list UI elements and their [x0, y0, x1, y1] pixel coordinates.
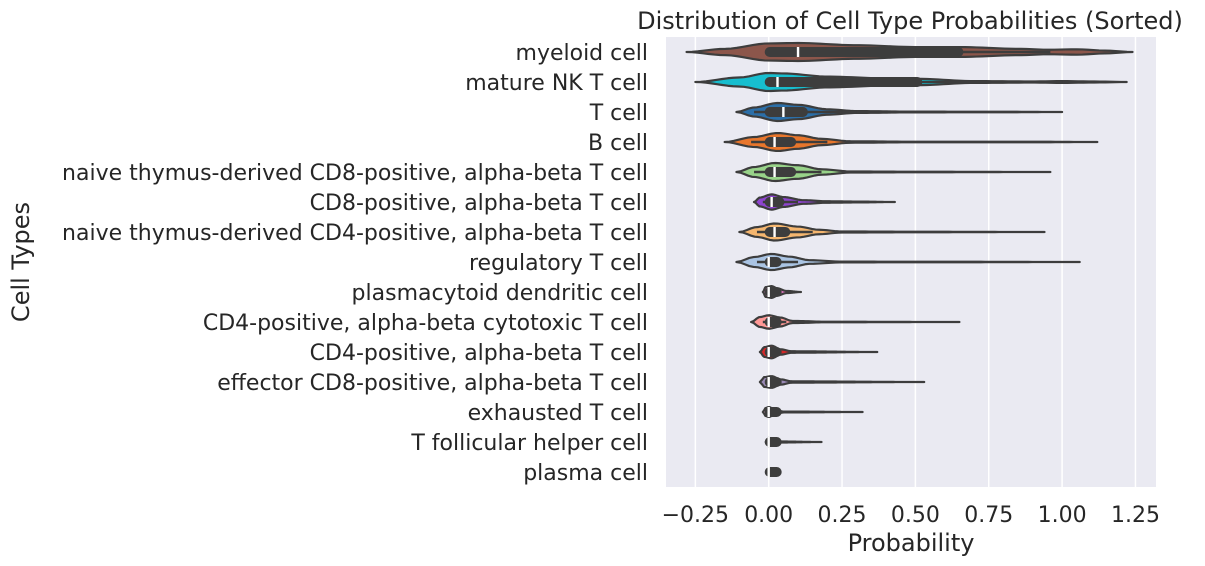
violin-median	[776, 77, 779, 87]
violin-body	[749, 314, 961, 330]
violin-11	[758, 375, 926, 389]
violin-iqr-box	[764, 287, 782, 297]
x-tick-label: −0.25	[662, 503, 729, 528]
chart-title: Distribution of Cell Type Probabilities …	[637, 7, 1183, 35]
violin-body	[761, 405, 864, 419]
violin-body	[758, 375, 926, 389]
x-tick-label: 0.00	[744, 503, 793, 528]
violin-10	[758, 344, 879, 360]
violin-1	[694, 71, 1128, 93]
violin-iqr-box	[764, 257, 782, 267]
violin-iqr-box	[764, 167, 797, 177]
violin-iqr-box	[764, 467, 782, 477]
violin-2	[735, 101, 1064, 123]
violin-median	[770, 197, 773, 207]
violin-8	[761, 285, 803, 299]
y-tick-label: mature NK T cell	[465, 71, 648, 96]
violin-iqr-box	[764, 47, 964, 57]
violin-median	[773, 137, 776, 147]
violin-median	[767, 287, 770, 297]
y-axis-title: Cell Types	[7, 202, 35, 322]
y-tick-label: CD8-positive, alpha-beta T cell	[310, 191, 648, 216]
violin-median	[767, 407, 770, 417]
violin-body	[735, 161, 1052, 183]
violin-median	[773, 167, 776, 177]
violin-iqr-box	[764, 317, 782, 327]
violin-12	[761, 405, 864, 419]
violin-iqr-box	[764, 77, 923, 87]
violin-median	[767, 257, 770, 267]
x-tick-label: 0.50	[891, 503, 940, 528]
violin-0	[685, 41, 1134, 63]
x-tick-labels: −0.25 0.00 0.25 0.50 0.75 1.00 1.25	[662, 503, 1160, 528]
y-tick-label: CD4-positive, alpha-beta cytotoxic T cel…	[203, 311, 648, 336]
violin-median	[767, 317, 770, 327]
y-tick-label: naive thymus-derived CD8-positive, alpha…	[62, 161, 648, 186]
y-tick-label: naive thymus-derived CD4-positive, alpha…	[62, 221, 648, 246]
violin-iqr-box	[764, 227, 791, 237]
violin-5	[752, 193, 896, 211]
violin-body	[735, 101, 1064, 123]
violin-median	[773, 227, 776, 237]
violin-body	[738, 222, 1046, 242]
x-axis-title: Probability	[848, 529, 975, 557]
y-tick-label: plasma cell	[523, 461, 648, 486]
violin-7	[735, 252, 1081, 272]
violin-14	[764, 467, 782, 477]
violin-6	[738, 222, 1046, 242]
y-tick-label: myeloid cell	[516, 41, 648, 66]
y-tick-labels: myeloid cell mature NK T cell T cell B cell…	[62, 41, 648, 486]
violin-9	[749, 314, 961, 330]
violin-body	[758, 344, 879, 360]
y-tick-label: exhausted T cell	[468, 401, 648, 426]
violin-median	[767, 377, 770, 387]
violin-body	[752, 193, 896, 211]
violin-median	[782, 107, 785, 117]
violin-iqr-box	[764, 347, 782, 357]
violin-iqr-box	[764, 197, 785, 207]
y-tick-label: B cell	[588, 131, 648, 156]
violin-median	[796, 47, 800, 57]
violin-body	[723, 131, 1099, 153]
violin-iqr-box	[764, 407, 782, 417]
violin-4	[735, 161, 1052, 183]
y-tick-label: CD4-positive, alpha-beta T cell	[310, 341, 648, 366]
y-tick-label: effector CD8-positive, alpha-beta T cell	[217, 371, 648, 396]
violin-median	[767, 437, 770, 447]
x-tick-label: 1.25	[1111, 503, 1160, 528]
violin-iqr-box	[764, 137, 797, 147]
violin-median	[767, 347, 770, 357]
violin-iqr-box	[764, 377, 782, 387]
y-tick-label: plasmacytoid dendritic cell	[352, 281, 648, 306]
y-tick-label: regulatory T cell	[469, 251, 648, 276]
x-tick-label: 0.75	[964, 503, 1013, 528]
violins	[685, 41, 1134, 477]
y-tick-label: T follicular helper cell	[410, 431, 648, 456]
violin-3	[723, 131, 1099, 153]
violin-iqr-box	[764, 437, 782, 447]
x-tick-label: 0.25	[818, 503, 867, 528]
violin-body	[764, 436, 823, 448]
violin-13	[764, 436, 823, 448]
y-tick-label: T cell	[589, 101, 648, 126]
x-tick-label: 1.00	[1038, 503, 1087, 528]
violin-median	[767, 467, 770, 477]
violin-body	[735, 252, 1081, 272]
violin-iqr-box	[764, 107, 808, 117]
